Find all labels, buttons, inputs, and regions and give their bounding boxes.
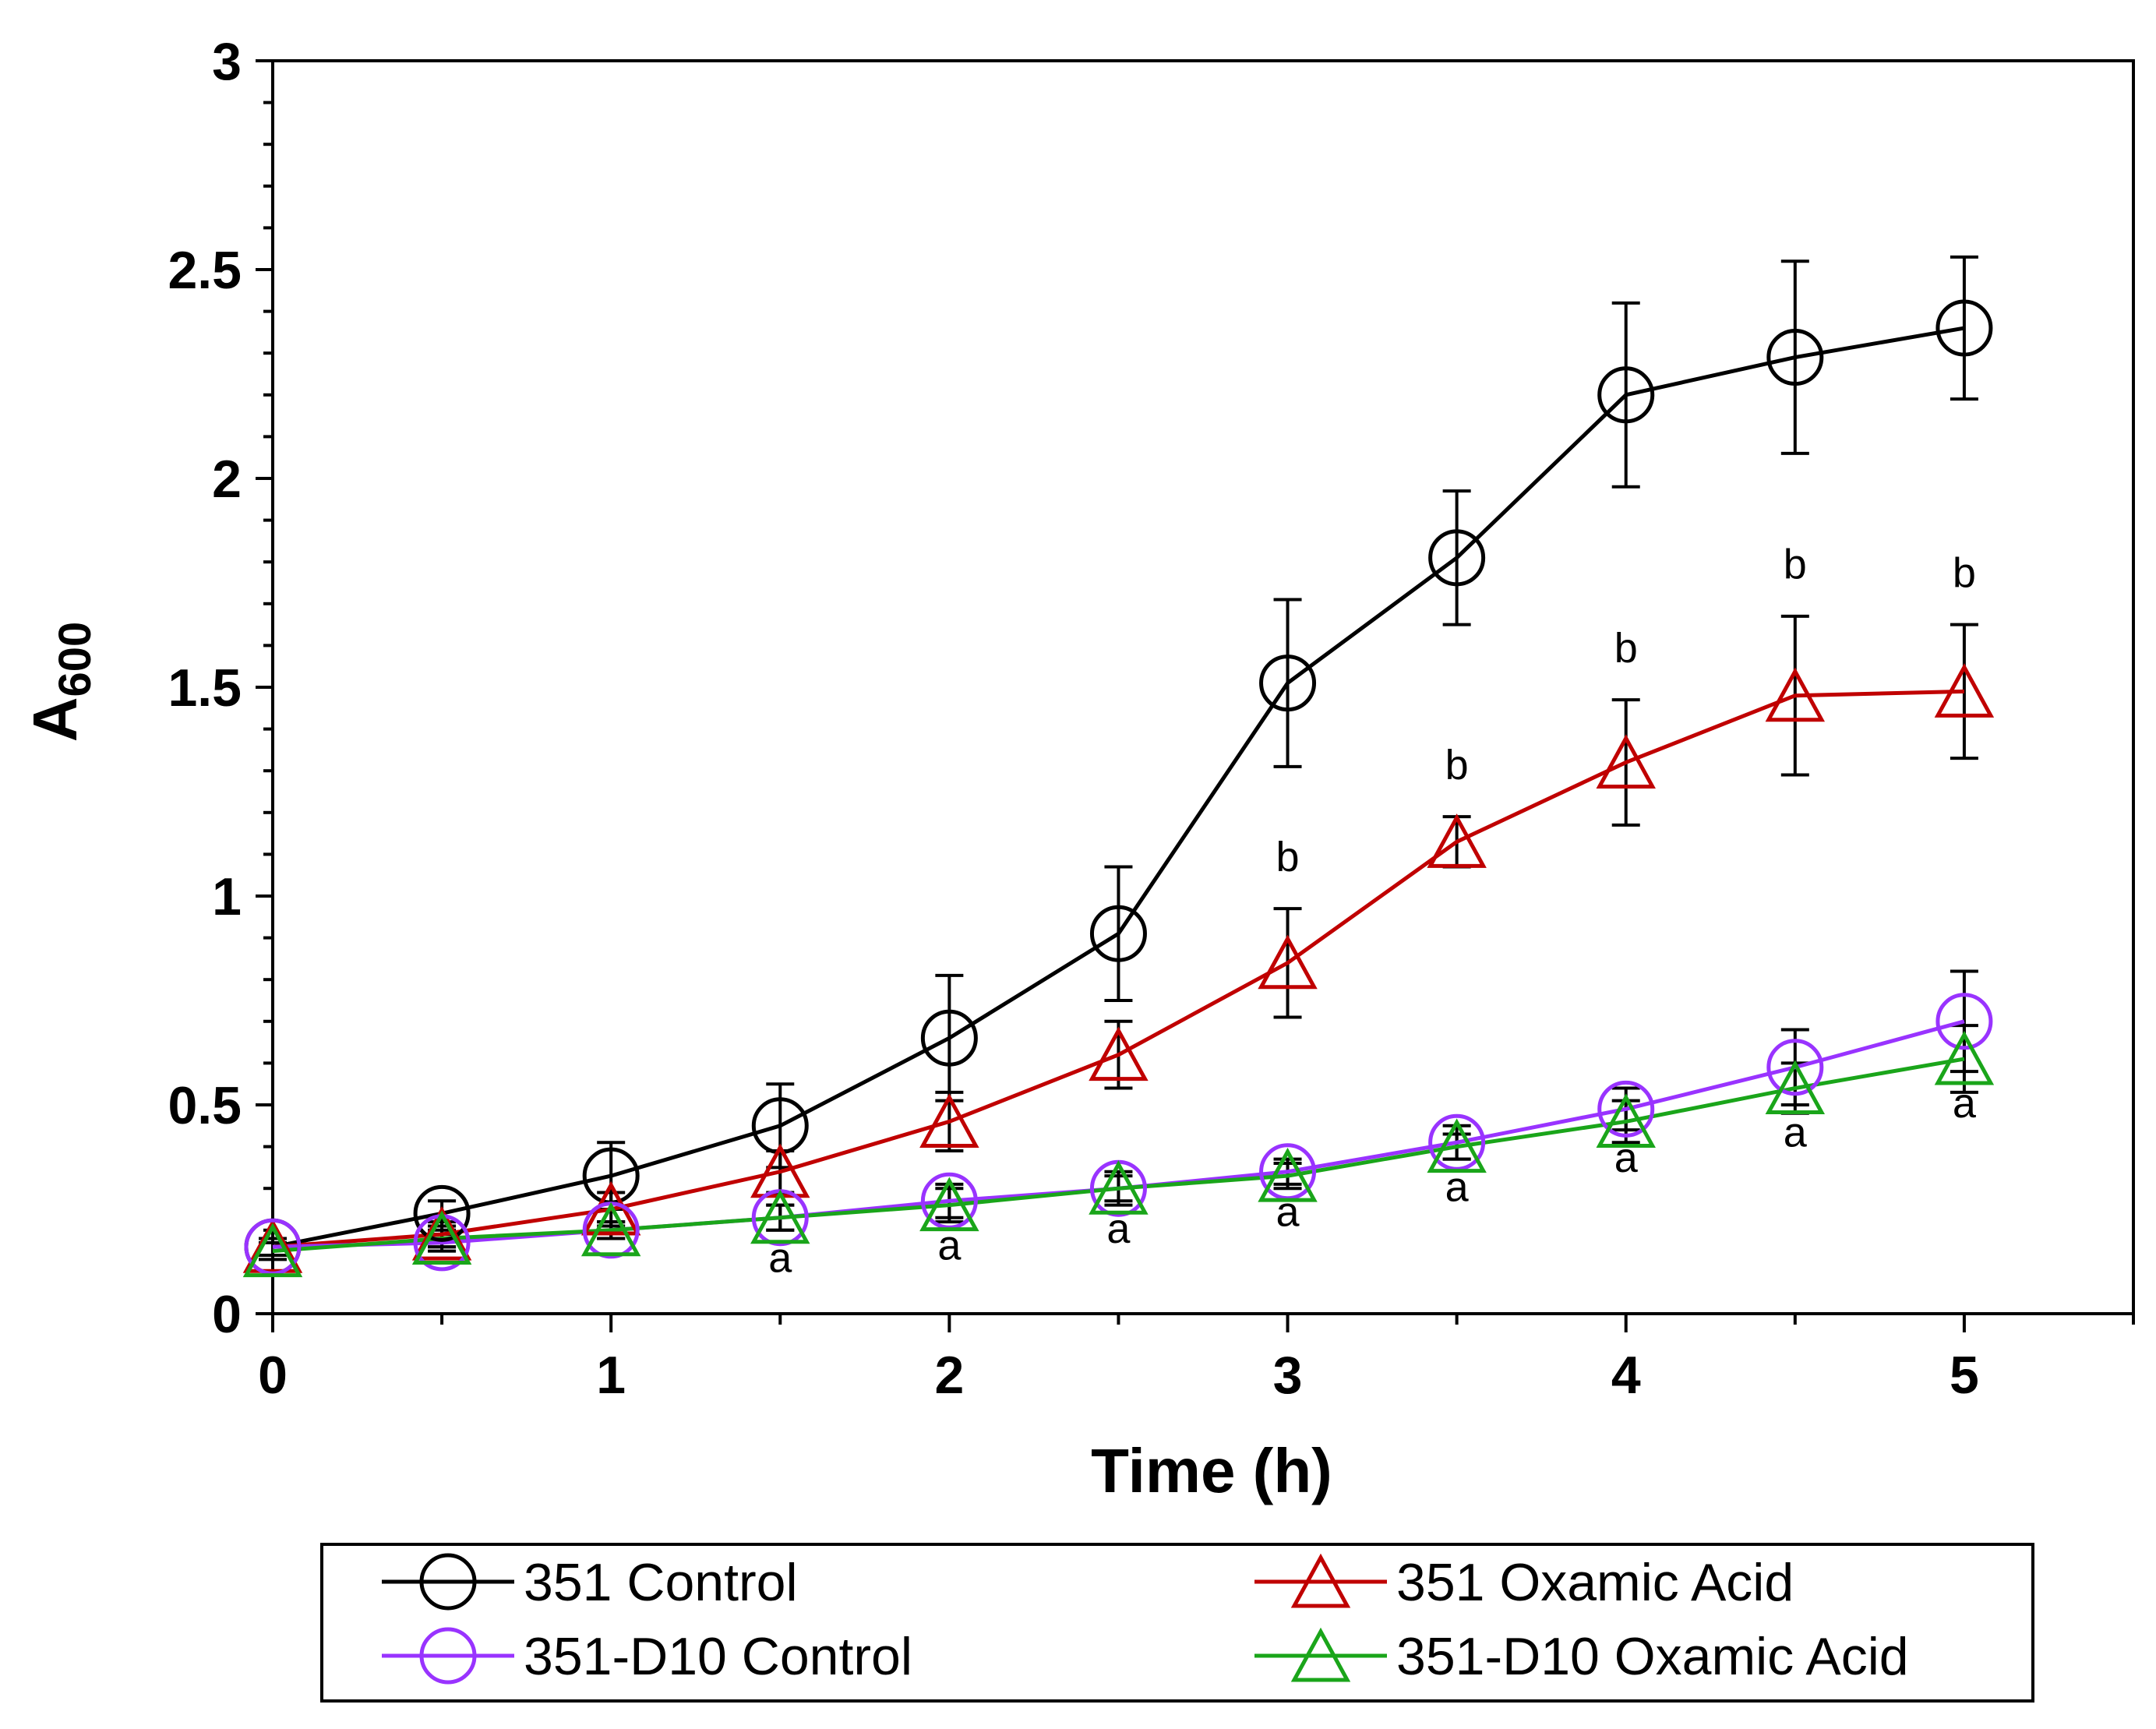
data-point [1766,329,1824,386]
legend-label: 351 Control [524,1553,798,1612]
legend-label: 351-D10 Oxamic Acid [1396,1627,1909,1686]
significance-label: a [768,1234,792,1281]
data-point [1428,529,1486,587]
significance-label: a [1445,1163,1470,1210]
data-point [1427,813,1487,868]
significance-label: a [1276,1188,1300,1235]
x-axis-title: Time (h) [1091,1436,1332,1505]
series-line [272,1057,1965,1254]
y-tick-label: 1.5 [168,658,242,718]
y-tick-label: 0 [212,1285,242,1344]
significance-label: a [1614,1134,1639,1181]
data-point [1427,1118,1487,1173]
x-tick-label: 5 [1950,1346,1979,1405]
legend-box [320,1543,2034,1703]
y-axis-title: A600 [20,622,101,743]
legend-label: 351 Oxamic Acid [1396,1553,1794,1612]
significance-annotations: a a a a a a a a b b b b b [768,542,1977,1282]
data-point [1089,905,1147,962]
data-point [1766,1039,1824,1096]
data-point [1934,663,1995,718]
data-point [919,1093,979,1148]
data-point [580,1201,641,1257]
data-point [1935,993,1993,1050]
x-tick-label: 1 [596,1346,626,1405]
y-axis-title-main: A [20,697,90,743]
data-point [1596,1093,1656,1148]
data-point [1089,1026,1149,1082]
y-tick-label: 0.5 [168,1076,242,1135]
data-point [751,1097,809,1155]
significance-label: b [1445,742,1469,789]
legend-marker [419,1553,477,1611]
y-tick-label: 2.5 [168,241,242,300]
data-point [411,1205,472,1261]
data-point [920,1009,978,1067]
y-tick-label: 3 [212,32,242,91]
significance-label: a [1106,1205,1131,1252]
legend: 351 Control 351 Oxamic Acid 351-D10 Contro… [320,1543,2034,1703]
significance-label: a [1953,1080,1977,1127]
x-tick-label: 0 [258,1346,288,1405]
data-point [242,1219,303,1273]
x-tick-label: 3 [1273,1346,1303,1405]
data-point [1596,734,1656,789]
y-tick-label: 2 [212,450,242,509]
data-point [750,1189,810,1244]
data-point [1259,655,1317,712]
series-line [272,689,1964,1249]
axis-ticks: 0 0.5 1 1.5 2 2.5 3 0 1 2 3 4 5 [168,32,2135,1405]
data-point [242,1223,303,1278]
y-axis-title-subscript: 600 [50,622,101,697]
data-point [1765,1060,1826,1115]
series-lines [272,326,1965,1254]
x-tick-label: 4 [1611,1346,1641,1405]
legend-label: 351-D10 Control [524,1627,912,1686]
data-point [1258,1147,1318,1202]
data-point [919,1177,979,1232]
data-point [411,1210,472,1265]
data-point [1597,366,1655,424]
y-tick-label: 1 [212,867,242,926]
data-point [413,1184,471,1242]
data-point [1089,1160,1149,1215]
legend-marker [1290,1553,1351,1608]
data-point [1934,1030,1995,1085]
significance-label: b [1276,834,1300,880]
legend-marker [419,1627,477,1685]
x-tick-label: 2 [934,1346,964,1405]
data-point [1935,299,1993,357]
significance-label: b [1784,542,1807,588]
data-point [1597,1080,1655,1138]
series-markers [242,299,1995,1278]
significance-label: b [1953,549,1976,596]
significance-label: a [937,1222,962,1269]
significance-label: b [1614,625,1638,672]
significance-label: a [1784,1110,1808,1156]
data-point [1765,667,1826,722]
legend-marker [1290,1627,1351,1682]
series-line [272,326,1965,1249]
data-point [1258,934,1318,990]
